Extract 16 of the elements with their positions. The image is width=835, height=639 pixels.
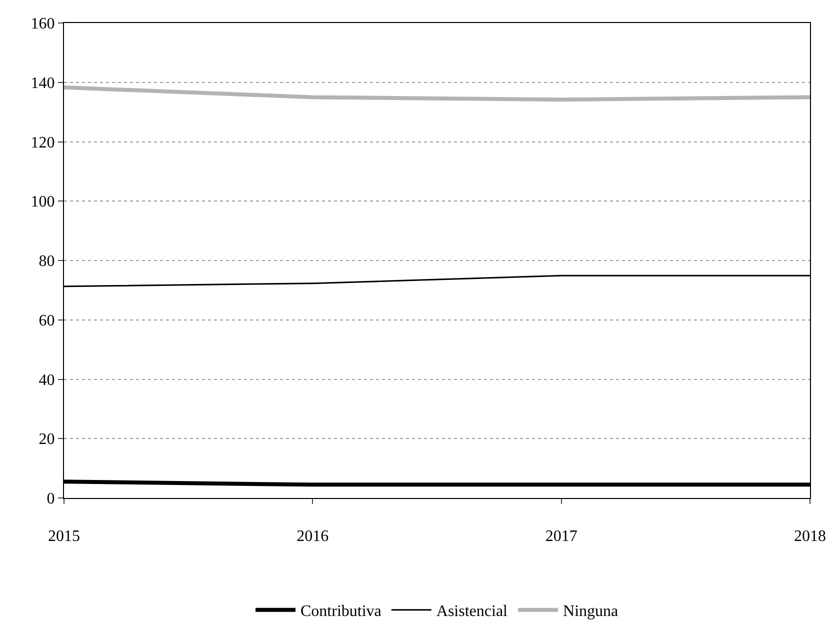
x-tick-label: 2016 (296, 528, 329, 546)
y-tick-label: 140 (30, 74, 55, 92)
legend-label: Ninguna (563, 603, 618, 620)
y-tick-label: 160 (30, 16, 55, 33)
legend-label: Asistencial (436, 603, 508, 620)
y-tick-label: 40 (38, 372, 55, 389)
y-tick-label: 80 (38, 253, 55, 270)
x-tick-label: 2017 (545, 528, 578, 546)
y-tick-label: 0 (46, 490, 55, 508)
legend-label: Contributiva (300, 603, 382, 620)
y-tick-label: 20 (38, 431, 55, 448)
y-tick-label: 100 (30, 194, 55, 211)
x-tick-label: 2015 (48, 528, 80, 546)
y-tick-label: 120 (30, 134, 55, 152)
x-tick-label: 2018 (794, 528, 826, 546)
y-tick-label: 60 (38, 312, 55, 330)
